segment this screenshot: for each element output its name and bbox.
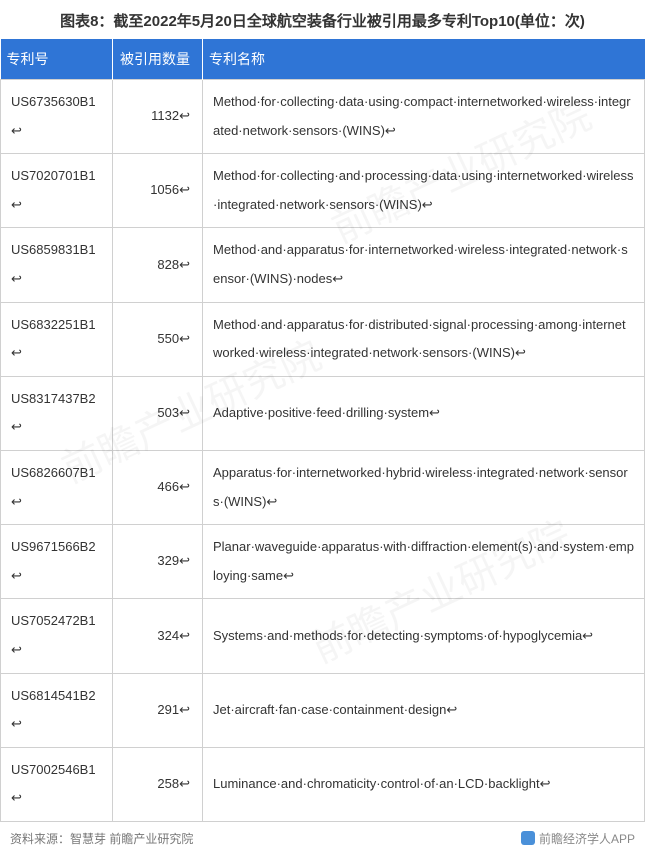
patent-name: Method·and·apparatus·for·internetworked·… xyxy=(203,228,645,302)
table-body: US6735630B1↩1132↩Method·for·collecting·d… xyxy=(1,80,645,822)
table-row: US7002546B1↩258↩Luminance·and·chromatici… xyxy=(1,747,645,821)
table-row: US9671566B2↩329↩Planar·waveguide·apparat… xyxy=(1,525,645,599)
app-label: 前瞻经济学人APP xyxy=(539,830,635,847)
patent-id: US6859831B1↩ xyxy=(1,228,113,302)
patent-table: 专利号被引用数量专利名称 US6735630B1↩1132↩Method·for… xyxy=(0,39,645,822)
citation-count: 258↩ xyxy=(113,747,203,821)
patent-id: US6814541B2↩ xyxy=(1,673,113,747)
patent-id: US6735630B1↩ xyxy=(1,80,113,154)
table-row: US7020701B1↩1056↩Method·for·collecting·a… xyxy=(1,154,645,228)
citation-count: 1132↩ xyxy=(113,80,203,154)
table-header-row: 专利号被引用数量专利名称 xyxy=(1,39,645,80)
patent-name: Planar·waveguide·apparatus·with·diffract… xyxy=(203,525,645,599)
chart-title: 图表8：截至2022年5月20日全球航空装备行业被引用最多专利Top10(单位：… xyxy=(0,0,645,39)
table-row: US6859831B1↩828↩Method·and·apparatus·for… xyxy=(1,228,645,302)
citation-count: 329↩ xyxy=(113,525,203,599)
citation-count: 550↩ xyxy=(113,302,203,376)
table-row: US7052472B1↩324↩Systems·and·methods·for·… xyxy=(1,599,645,673)
patent-name: Method·and·apparatus·for·distributed·sig… xyxy=(203,302,645,376)
col-header-name: 专利名称 xyxy=(203,39,645,80)
footer: 资料来源：智慧芽 前瞻产业研究院 前瞻经济学人APP xyxy=(0,822,645,853)
col-header-count: 被引用数量 xyxy=(113,39,203,80)
citation-count: 503↩ xyxy=(113,376,203,450)
patent-name: Apparatus·for·internetworked·hybrid·wire… xyxy=(203,450,645,524)
table-row: US6735630B1↩1132↩Method·for·collecting·d… xyxy=(1,80,645,154)
patent-name: Jet·aircraft·fan·case·containment·design… xyxy=(203,673,645,747)
citation-count: 291↩ xyxy=(113,673,203,747)
patent-name: Adaptive·positive·feed·drilling·system↩ xyxy=(203,376,645,450)
table-row: US6814541B2↩291↩Jet·aircraft·fan·case·co… xyxy=(1,673,645,747)
table-row: US6832251B1↩550↩Method·and·apparatus·for… xyxy=(1,302,645,376)
source-text: 资料来源：智慧芽 前瞻产业研究院 xyxy=(10,830,193,847)
patent-name: Method·for·collecting·data·using·compact… xyxy=(203,80,645,154)
col-header-id: 专利号 xyxy=(1,39,113,80)
table-row: US6826607B1↩466↩Apparatus·for·internetwo… xyxy=(1,450,645,524)
patent-id: US8317437B2↩ xyxy=(1,376,113,450)
patent-name: Method·for·collecting·and·processing·dat… xyxy=(203,154,645,228)
patent-id: US7020701B1↩ xyxy=(1,154,113,228)
citation-count: 1056↩ xyxy=(113,154,203,228)
citation-count: 466↩ xyxy=(113,450,203,524)
citation-count: 828↩ xyxy=(113,228,203,302)
app-badge: 前瞻经济学人APP xyxy=(521,830,635,847)
patent-id: US6826607B1↩ xyxy=(1,450,113,524)
table-row: US8317437B2↩503↩Adaptive·positive·feed·d… xyxy=(1,376,645,450)
patent-name: Luminance·and·chromaticity·control·of·an… xyxy=(203,747,645,821)
app-icon xyxy=(521,831,535,845)
patent-id: US6832251B1↩ xyxy=(1,302,113,376)
patent-name: Systems·and·methods·for·detecting·sympto… xyxy=(203,599,645,673)
citation-count: 324↩ xyxy=(113,599,203,673)
patent-id: US7052472B1↩ xyxy=(1,599,113,673)
patent-id: US9671566B2↩ xyxy=(1,525,113,599)
patent-id: US7002546B1↩ xyxy=(1,747,113,821)
